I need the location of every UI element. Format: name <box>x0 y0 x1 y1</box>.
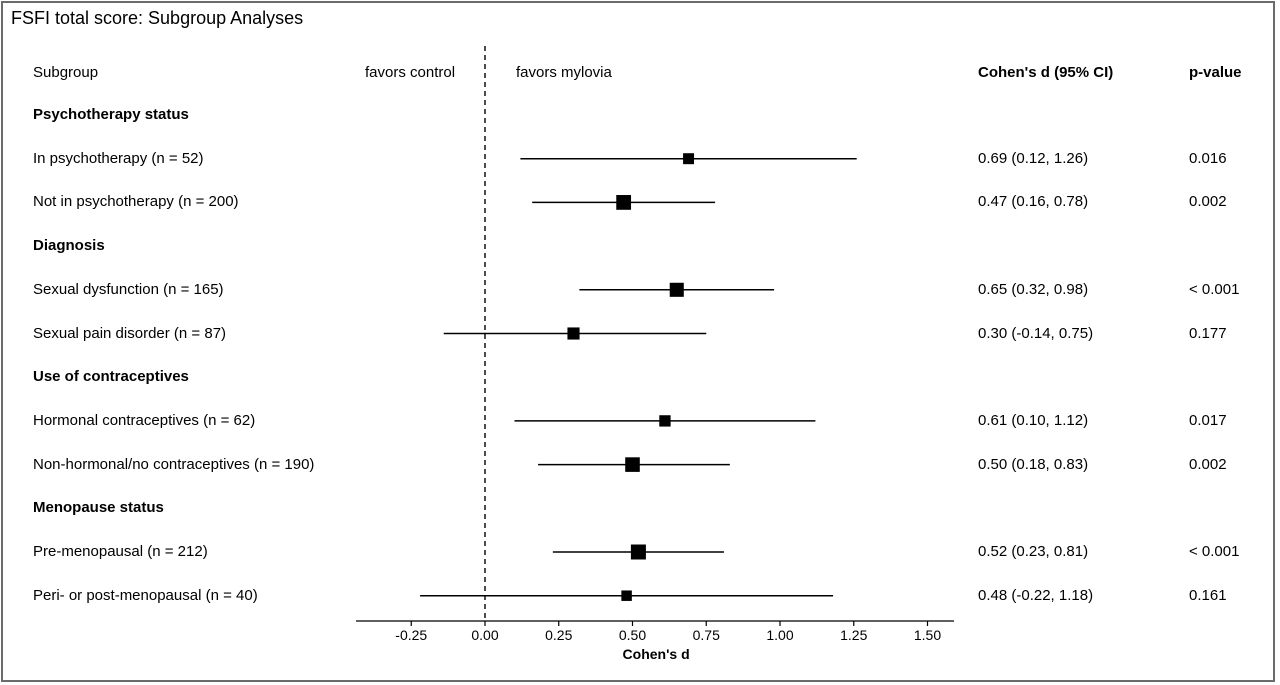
point-estimate <box>659 415 671 427</box>
point-estimate <box>567 327 580 340</box>
subgroup-label: Pre-menopausal (n = 212) <box>33 543 208 560</box>
subgroup-label: Sexual dysfunction (n = 165) <box>33 280 224 298</box>
subgroup-label: Sexual pain disorder (n = 87) <box>33 324 227 342</box>
subgroup-label: Hormonal contraceptives (n = 62) <box>33 411 256 429</box>
estimate-text: 0.69 (0.12, 1.26) <box>978 149 1089 167</box>
x-tick-label: 0.25 <box>545 627 572 643</box>
pvalue-text: 0.161 <box>1189 586 1227 604</box>
favors-mylovia-label: favors mylovia <box>516 64 612 81</box>
group-label: Psychotherapy status <box>33 106 189 123</box>
estimate-text: 0.50 (0.18, 0.83) <box>978 455 1089 473</box>
x-tick-label: 1.25 <box>840 627 867 643</box>
pvalue-text: < 0.001 <box>1189 543 1240 560</box>
x-axis-title: Cohen's d <box>623 646 690 662</box>
x-tick-label: -0.25 <box>395 627 427 643</box>
estimate-header: Cohen's d (95% CI) <box>978 64 1114 81</box>
group-label: Menopause status <box>33 499 164 517</box>
pvalue-header: p-value <box>1189 64 1242 81</box>
pvalue-text: 0.002 <box>1189 455 1227 473</box>
estimate-text: 0.48 (-0.22, 1.18) <box>978 586 1094 604</box>
pvalue-text: 0.177 <box>1189 324 1227 342</box>
point-estimate <box>616 195 632 210</box>
x-tick-label: 0.00 <box>471 627 498 643</box>
subgroup-label: In psychotherapy (n = 52) <box>33 149 204 167</box>
x-tick-label: 1.00 <box>766 627 793 643</box>
point-estimate <box>625 457 640 472</box>
x-tick-label: 0.50 <box>619 627 646 643</box>
point-estimate <box>669 282 684 297</box>
point-estimate <box>630 544 646 560</box>
pvalue-text: 0.016 <box>1189 149 1227 167</box>
estimate-text: 0.65 (0.32, 0.98) <box>978 280 1089 298</box>
subgroup-label: Peri- or post-menopausal (n = 40) <box>33 586 258 604</box>
pvalue-text: < 0.001 <box>1189 280 1240 298</box>
estimate-text: 0.47 (0.16, 0.78) <box>978 193 1089 211</box>
x-tick-label: 1.50 <box>914 627 941 643</box>
pvalue-text: 0.002 <box>1189 193 1227 211</box>
favors-control-label: favors control <box>365 64 456 81</box>
subgroup-header: Subgroup <box>33 64 99 81</box>
estimate-text: 0.30 (-0.14, 0.75) <box>978 324 1094 342</box>
group-label: Diagnosis <box>33 237 105 255</box>
group-label: Use of contraceptives <box>33 368 189 386</box>
point-estimate <box>683 153 695 165</box>
point-estimate <box>621 590 632 601</box>
subgroup-label: Non-hormonal/no contraceptives (n = 190) <box>33 455 315 473</box>
pvalue-text: 0.017 <box>1189 411 1227 429</box>
figure-title: FSFI total score: Subgroup Analyses <box>11 8 304 28</box>
estimate-text: 0.52 (0.23, 0.81) <box>978 543 1089 560</box>
x-tick-label: 0.75 <box>693 627 720 643</box>
subgroup-label: Not in psychotherapy (n = 200) <box>33 193 239 211</box>
estimate-text: 0.61 (0.10, 1.12) <box>978 411 1089 429</box>
